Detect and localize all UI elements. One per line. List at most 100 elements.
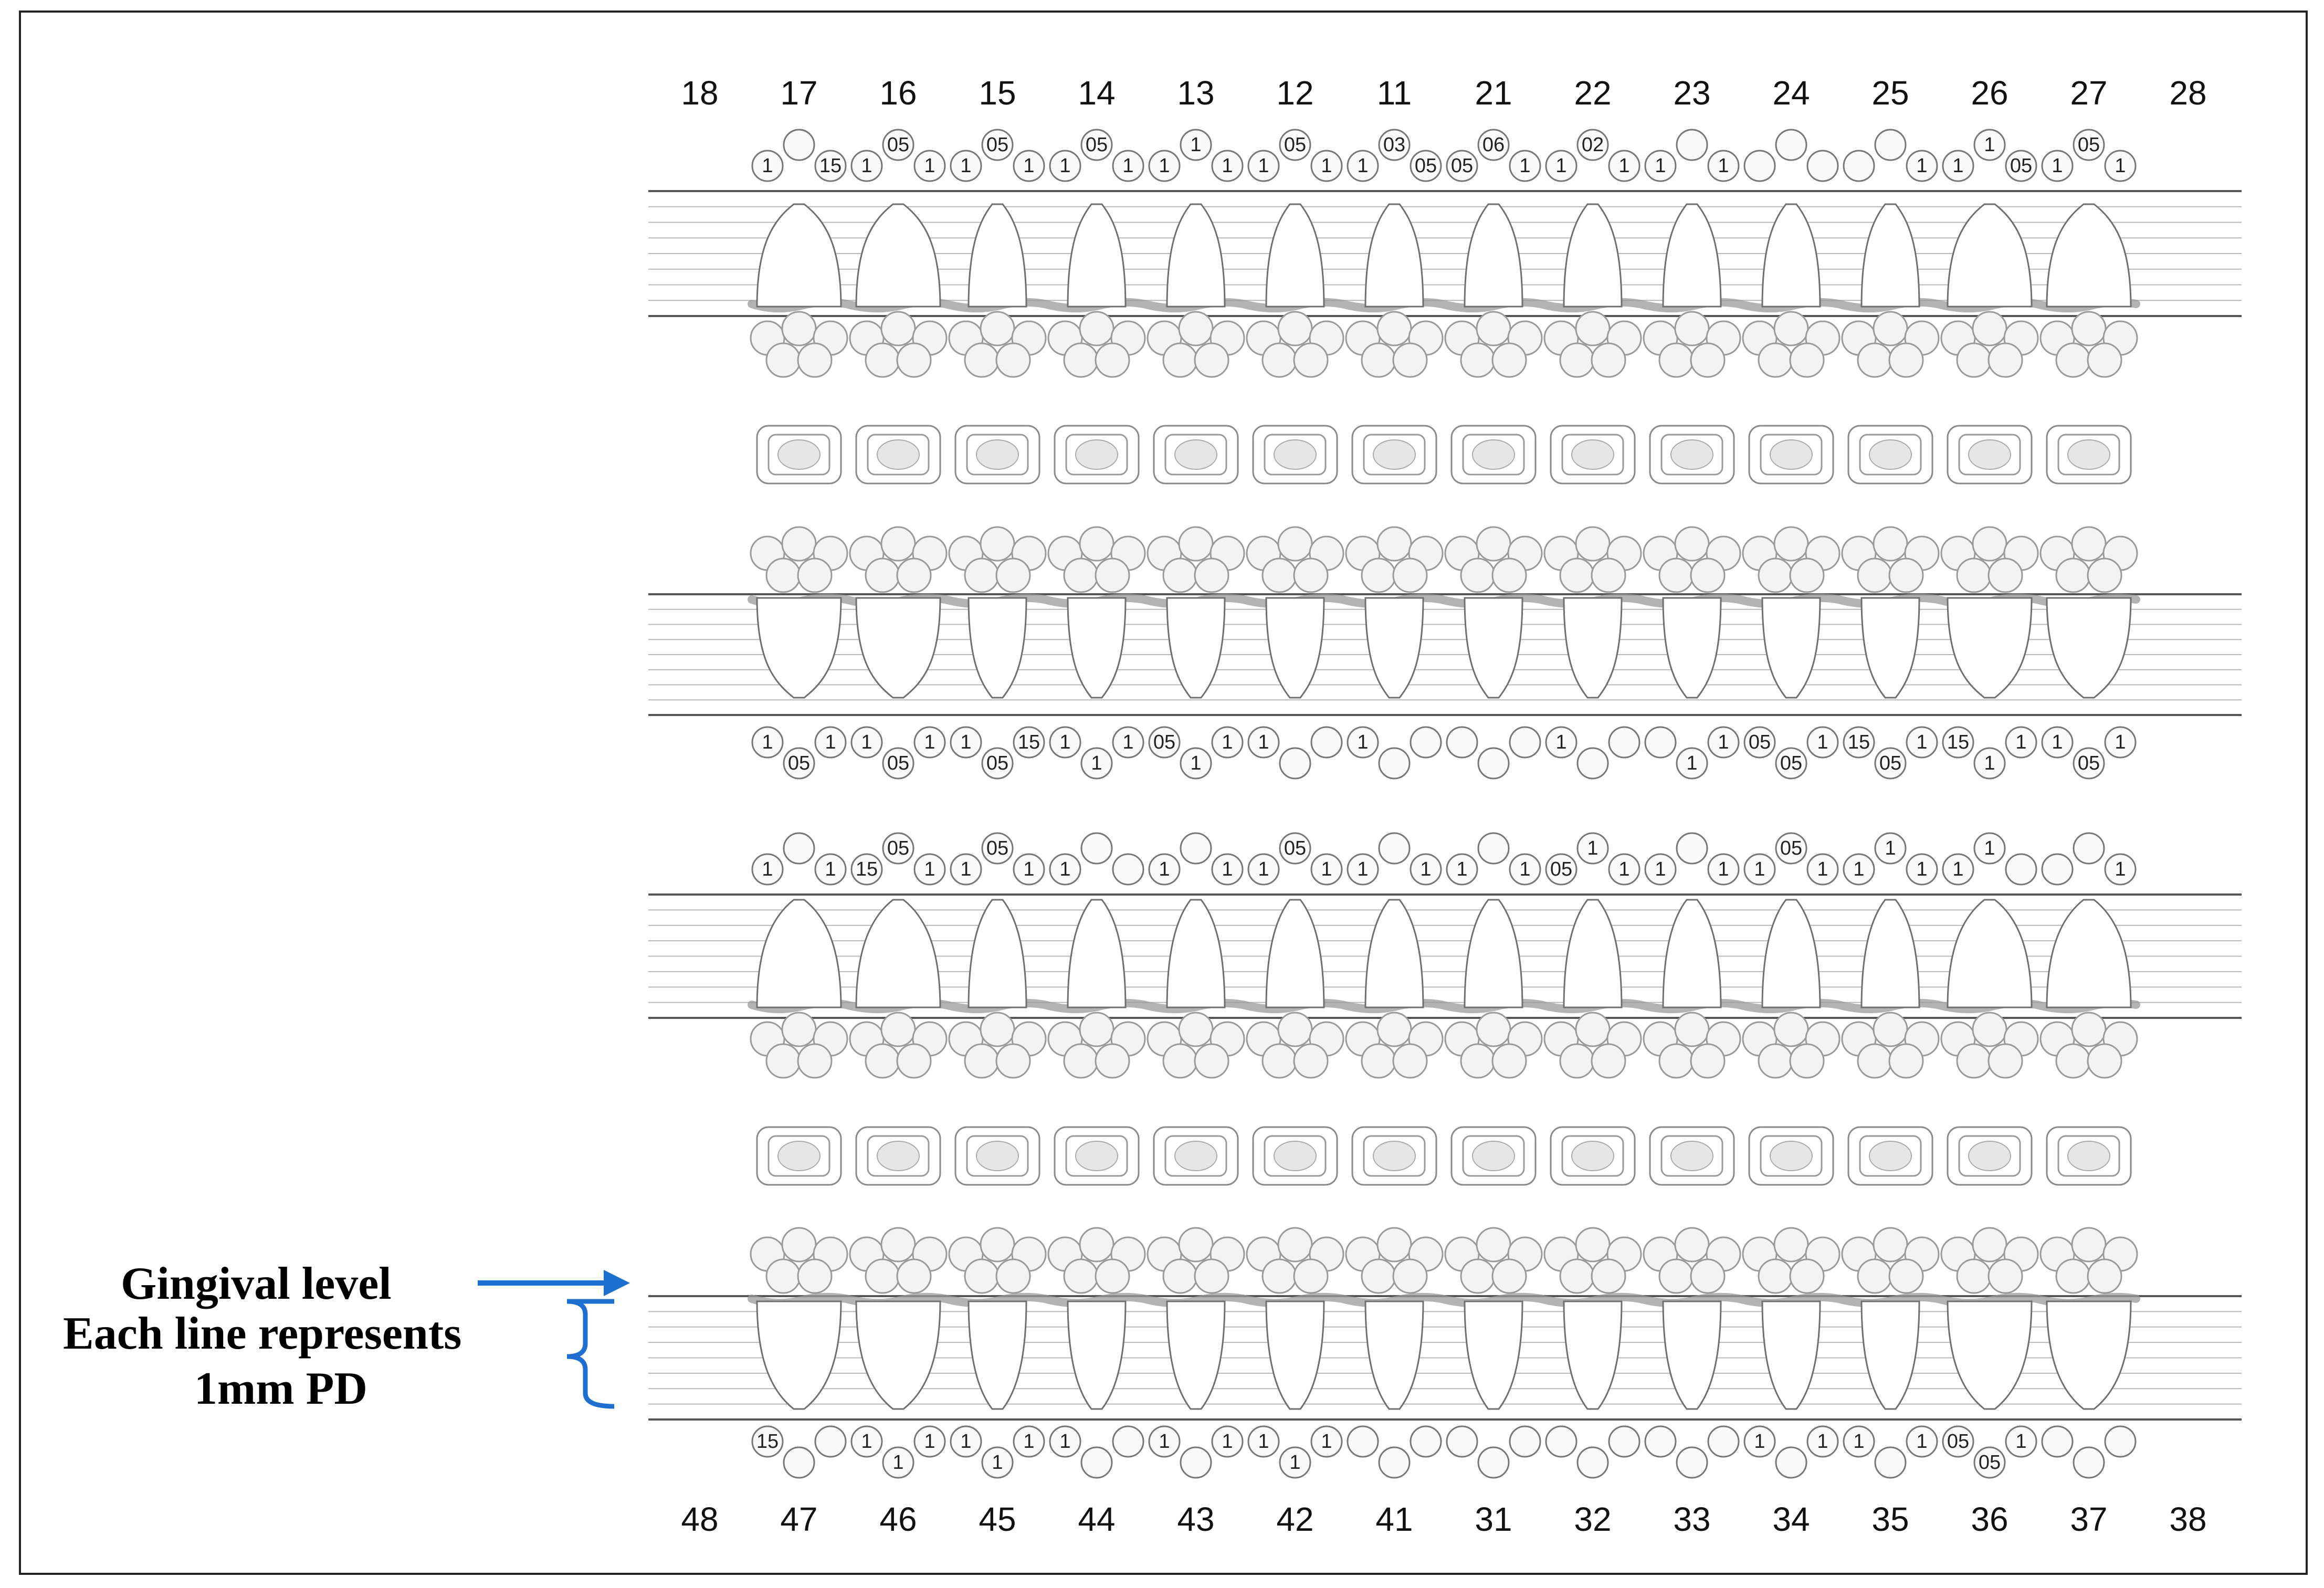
lower-buccal-tooth-outline — [1860, 1300, 1920, 1410]
upper-palatal-site-circle — [1013, 726, 1045, 759]
upper-buccal-crown-circle — [896, 342, 932, 378]
lower-lingual-crown-circle — [1376, 1012, 1412, 1047]
upper-buccal-tooth-outline — [1464, 203, 1523, 308]
upper-occlusal-center — [777, 439, 821, 470]
upper-palatal-crown-circle — [2055, 558, 2091, 593]
upper-tooth-number: 14 — [1078, 74, 1115, 112]
lower-buccal-site-circle — [1775, 1446, 1807, 1479]
upper-palatal-pd-value: 1 — [1984, 752, 1995, 774]
lower-buccal-tooth-outline — [968, 1300, 1027, 1410]
lower-buccal-pd-value: 15 — [756, 1431, 779, 1453]
lower-lingual-crown-circle — [781, 1012, 817, 1047]
lower-occlusal-center — [2067, 1141, 2110, 1171]
lower-lingual-crown-circle — [1392, 1043, 1428, 1079]
upper-buccal-site-circle — [2073, 129, 2105, 161]
upper-palatal-crown-circle — [1857, 558, 1892, 593]
lower-buccal-tooth-outline — [2046, 1300, 2132, 1410]
upper-palatal-tooth-outline — [1265, 597, 1325, 699]
upper-occlusal-center — [1968, 439, 2011, 470]
upper-buccal-site-circle — [1211, 150, 1244, 182]
lower-buccal-crown-circle — [1575, 1227, 1611, 1263]
upper-palatal-crown-circle — [1460, 558, 1496, 593]
lower-lingual-site-circle — [1874, 832, 1907, 865]
upper-palatal-site-circle — [1446, 726, 1478, 759]
lower-lingual-crown-circle — [2087, 1043, 2122, 1079]
lower-lingual-tooth-outline — [1761, 899, 1821, 1008]
upper-buccal-tooth-outline — [1860, 203, 1920, 308]
lower-tooth-number: 43 — [1177, 1500, 1214, 1538]
upper-palatal-tooth-outline — [1563, 597, 1623, 699]
lower-lingual-crown-circle — [1690, 1043, 1726, 1079]
upper-palatal-pd-value: 1 — [960, 731, 971, 753]
upper-palatal-site-circle — [1775, 747, 1807, 780]
lower-buccal-pd-value: 05 — [1947, 1431, 1969, 1453]
upper-buccal-crown-circle — [1261, 342, 1297, 378]
upper-palatal-crown-circle — [1591, 558, 1626, 593]
lower-lingual-crown-circle — [1591, 1043, 1626, 1079]
lower-occlusal-center — [1075, 1141, 1118, 1171]
upper-palatal-tooth-outline — [1166, 597, 1226, 699]
lower-lingual-pd-value: 1 — [1853, 858, 1864, 880]
upper-buccal-site-circle — [1973, 129, 2006, 161]
upper-palatal-pd-value: 1 — [762, 731, 773, 753]
lower-lingual-site-circle — [1410, 853, 1442, 886]
lower-buccal-site-circle — [850, 1425, 883, 1458]
upper-occlusal-center — [877, 439, 920, 470]
lower-lingual-crown-circle — [1988, 1043, 2023, 1079]
upper-buccal-site-circle — [1049, 150, 1081, 182]
upper-palatal-pd-value: 1 — [1357, 731, 1368, 753]
lower-buccal-site-circle — [1410, 1425, 1442, 1458]
upper-buccal-site-circle — [2005, 150, 2037, 182]
upper-buccal-pd-value: 1 — [1916, 155, 1927, 177]
upper-palatal-crown-circle — [1559, 558, 1595, 593]
upper-buccal-crown-circle — [1095, 342, 1130, 378]
upper-buccal-pd-value: 1 — [1655, 155, 1666, 177]
lower-buccal-site-circle — [1707, 1425, 1740, 1458]
upper-palatal-site-circle — [751, 726, 784, 759]
upper-palatal-pd-value: 1 — [1686, 752, 1697, 774]
lower-buccal-tooth-outline — [1067, 1300, 1127, 1410]
upper-buccal-pd-value: 1 — [1222, 155, 1233, 177]
upper-palatal-site-circle — [1707, 726, 1740, 759]
lower-lingual-crown-circle — [1888, 1043, 1924, 1079]
upper-palatal-site-circle — [1112, 726, 1144, 759]
upper-buccal-pd-value: 1 — [1122, 155, 1133, 177]
lower-lingual-gum-line — [748, 998, 2140, 1014]
lower-buccal-crown-circle — [1674, 1227, 1710, 1263]
lower-lingual-pd-value: 05 — [986, 837, 1008, 859]
upper-buccal-tooth-outline — [756, 203, 842, 308]
upper-palatal-pd-value: 1 — [1718, 731, 1729, 753]
upper-palatal-crown-circle — [1491, 558, 1527, 593]
lower-buccal-site-circle — [1477, 1446, 1510, 1479]
upper-palatal-crown-circle — [1261, 558, 1297, 593]
lower-lingual-site-circle — [1247, 853, 1280, 886]
upper-palatal-site-circle — [1148, 726, 1181, 759]
lower-lingual-pd-value: 1 — [924, 858, 935, 880]
lower-occlusal-center — [1571, 1141, 1614, 1171]
upper-buccal-crown-circle — [1194, 342, 1229, 378]
lower-lingual-pd-value: 1 — [1357, 858, 1368, 880]
upper-occlusal-center — [1274, 439, 1317, 470]
upper-occlusal-center — [1770, 439, 1813, 470]
lower-buccal-crown-circle — [865, 1258, 900, 1294]
upper-buccal-pd-value: 1 — [1258, 155, 1269, 177]
lower-buccal-tooth-outline — [756, 1300, 842, 1410]
upper-palatal-site-circle — [1676, 747, 1708, 780]
lower-lingual-pd-value: 1 — [1718, 858, 1729, 880]
upper-buccal-gum-line — [748, 298, 2140, 313]
upper-palatal-pd-value: 1 — [1916, 731, 1927, 753]
lower-lingual-pd-value: 1 — [1159, 858, 1170, 880]
lower-lingual-site-circle — [1576, 832, 1609, 865]
upper-palatal-pd-value: 05 — [1780, 752, 1802, 774]
upper-buccal-pd-value: 05 — [2010, 155, 2032, 177]
lower-lingual-pd-value: 1 — [1023, 858, 1034, 880]
upper-buccal-site-circle — [1545, 150, 1578, 182]
teeth-layer — [750, 203, 2138, 1410]
upper-tooth-number: 22 — [1574, 74, 1611, 112]
lower-lingual-crown-circle — [880, 1012, 916, 1047]
lower-buccal-pd-value: 1 — [1059, 1431, 1070, 1453]
upper-buccal-crown-circle — [1063, 342, 1099, 378]
upper-buccal-pd-value: 02 — [1582, 134, 1604, 156]
lower-lingual-site-circle — [1743, 853, 1776, 886]
